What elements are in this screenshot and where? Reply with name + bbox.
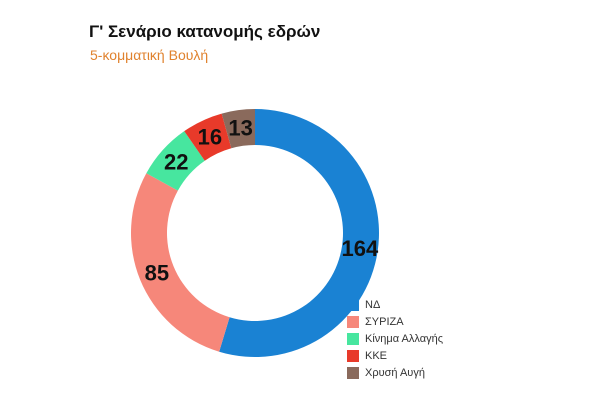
value-label-συριζα: 85 [145, 261, 169, 286]
chart-title: Γ' Σενάριο κατανομής εδρών [89, 22, 321, 41]
donut-slices [131, 109, 380, 358]
legend-item: ΝΔ [347, 296, 443, 313]
legend-swatch [347, 349, 359, 362]
donut-value-labels: 164 85 22 16 13 [145, 115, 379, 285]
value-label-χρυσή-αυγή: 13 [228, 115, 252, 140]
slice-νδ [219, 109, 380, 358]
slice-κκε [184, 113, 232, 161]
legend-label: ΣΥΡΙΖΑ [365, 315, 404, 328]
legend-label: ΝΔ [365, 298, 381, 311]
chart-legend: ΝΔ ΣΥΡΙΖΑ Κίνημα Αλλαγής ΚΚΕ Χρυσή Αυγή [347, 296, 443, 381]
legend-swatch [347, 366, 359, 379]
value-label-κκε: 16 [198, 125, 222, 150]
legend-swatch [347, 332, 359, 345]
legend-swatch [347, 315, 359, 328]
legend-item: Χρυσή Αυγή [347, 364, 443, 381]
legend-swatch [347, 298, 359, 311]
value-label-κίνημα-αλλαγής: 22 [164, 150, 188, 175]
slice-κίνημα-αλλαγής [146, 131, 205, 191]
slice-χρυσή-αυγή [221, 109, 255, 149]
chart-subtitle: 5-κομματική Βουλή [90, 47, 209, 63]
legend-label: ΚΚΕ [365, 349, 388, 362]
legend-item: ΣΥΡΙΖΑ [347, 313, 443, 330]
slice-συριζα [131, 173, 230, 352]
legend-item: Κίνημα Αλλαγής [347, 330, 443, 347]
legend-label: Χρυσή Αυγή [365, 366, 425, 379]
legend-item: ΚΚΕ [347, 347, 443, 364]
value-label-νδ: 164 [342, 236, 379, 261]
legend-label: Κίνημα Αλλαγής [365, 332, 443, 345]
